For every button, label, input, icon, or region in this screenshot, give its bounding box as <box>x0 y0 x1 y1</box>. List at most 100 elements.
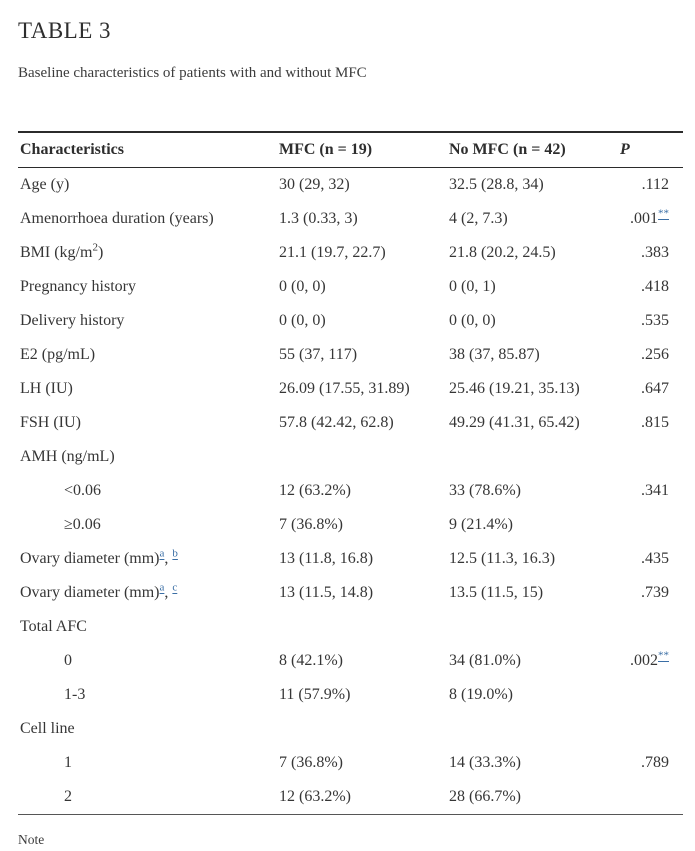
text-run: Amenorrhoea duration (years) <box>20 210 214 227</box>
characteristic-cell: Ovary diameter (mm)a, c <box>18 576 277 610</box>
no-mfc-value-cell: 25.46 (19.21, 35.13) <box>447 372 618 406</box>
text-run: 12 (63.2%) <box>279 788 351 805</box>
text-run: 26.09 (17.55, 31.89) <box>279 380 410 397</box>
text-run: 0 (0, 0) <box>279 278 326 295</box>
footnote-link[interactable]: a <box>159 547 165 560</box>
p-value-cell: .112 <box>618 168 683 203</box>
table-row: Age (y) 30 (29, 32) 32.5 (28.8, 34) .112 <box>18 168 683 203</box>
text-run: 1.3 (0.33, 3) <box>279 210 358 227</box>
text-run: .341 <box>641 482 669 499</box>
table-row: E2 (pg/mL) 55 (37, 117) 38 (37, 85.87) .256 <box>18 338 683 372</box>
table-title: TABLE 3 <box>18 18 112 43</box>
mfc-value-cell: 13 (11.8, 16.8) <box>277 542 447 576</box>
table-row: Total AFC <box>18 610 683 644</box>
characteristic-cell: 2 <box>18 780 277 815</box>
text-run: 13.5 (11.5, 15) <box>449 584 544 601</box>
no-mfc-value-cell: 32.5 (28.8, 34) <box>447 168 618 203</box>
table-row: 2 12 (63.2%) 28 (66.7%) <box>18 780 683 815</box>
mfc-value-cell <box>277 610 447 644</box>
p-value-cell: .383 <box>618 236 683 270</box>
text-run: Total AFC <box>20 618 87 635</box>
p-value-cell: .256 <box>618 338 683 372</box>
text-run: 12.5 (11.3, 16.3) <box>449 550 556 567</box>
text-run: Ovary diameter (mm) <box>20 584 160 601</box>
no-mfc-value-cell: 4 (2, 7.3) <box>447 202 618 236</box>
table-row: Ovary diameter (mm)a, c 13 (11.5, 14.8) 13… <box>18 576 683 610</box>
footnote-link[interactable]: b <box>172 547 178 560</box>
text-run: BMI (kg/m <box>20 244 93 261</box>
mfc-value-cell: 1.3 (0.33, 3) <box>277 202 447 236</box>
text-run: Pregnancy history <box>20 278 136 295</box>
mfc-value-cell: 12 (63.2%) <box>277 474 447 508</box>
text-run: ≥0.06 <box>64 516 101 533</box>
no-mfc-value-cell: 0 (0, 1) <box>447 270 618 304</box>
text-run: 0 (0, 0) <box>449 312 496 329</box>
text-run: 13 (11.8, 16.8) <box>279 550 374 567</box>
p-value-cell: .341 <box>618 474 683 508</box>
footnote-link[interactable]: a <box>159 581 165 594</box>
text-run: 11 (57.9%) <box>279 686 351 703</box>
text-run: 33 (78.6%) <box>449 482 521 499</box>
text-run: .435 <box>641 550 669 567</box>
p-value-cell <box>618 780 683 815</box>
p-value-cell: .435 <box>618 542 683 576</box>
characteristic-cell: FSH (IU) <box>18 406 277 440</box>
text-run: .815 <box>641 414 669 431</box>
text-run: Age (y) <box>20 176 70 193</box>
superscript-text: 2 <box>92 241 98 254</box>
characteristic-cell: LH (IU) <box>18 372 277 406</box>
table-row: <0.06 12 (63.2%) 33 (78.6%) .341 <box>18 474 683 508</box>
text-run: .647 <box>641 380 669 397</box>
text-run: LH (IU) <box>20 380 73 397</box>
mfc-value-cell: 12 (63.2%) <box>277 780 447 815</box>
no-mfc-value-cell <box>447 712 618 746</box>
text-run: .001 <box>630 210 658 227</box>
text-run: 8 (42.1%) <box>279 652 343 669</box>
mfc-value-cell: 0 (0, 0) <box>277 304 447 338</box>
footnote-link[interactable]: ** <box>658 207 669 220</box>
text-run: 21.1 (19.7, 22.7) <box>279 244 386 261</box>
table-row: AMH (ng/mL) <box>18 440 683 474</box>
mfc-value-cell: 55 (37, 117) <box>277 338 447 372</box>
text-run: 55 (37, 117) <box>279 346 358 363</box>
characteristic-cell: 1-3 <box>18 678 277 712</box>
text-run: 7 (36.8%) <box>279 516 343 533</box>
characteristic-cell: Age (y) <box>18 168 277 203</box>
p-value-cell: .815 <box>618 406 683 440</box>
text-run: 4 (2, 7.3) <box>449 210 508 227</box>
mfc-value-cell: 57.8 (42.42, 62.8) <box>277 406 447 440</box>
p-value-cell <box>618 678 683 712</box>
p-value-cell: .789 <box>618 746 683 780</box>
no-mfc-value-cell: 14 (33.3%) <box>447 746 618 780</box>
text-run: 32.5 (28.8, 34) <box>449 176 544 193</box>
text-run: 30 (29, 32) <box>279 176 350 193</box>
text-run: 2 <box>64 788 72 805</box>
table-row: Cell line <box>18 712 683 746</box>
text-run: 49.29 (41.31, 65.42) <box>449 414 580 431</box>
text-run: E2 (pg/mL) <box>20 346 96 363</box>
footnote-link[interactable]: ** <box>658 649 669 662</box>
p-value-cell <box>618 440 683 474</box>
text-run: .789 <box>641 754 669 771</box>
text-run: 0 (0, 1) <box>449 278 496 295</box>
text-run: .739 <box>641 584 669 601</box>
table-row: 0 8 (42.1%) 34 (81.0%) .002** <box>18 644 683 678</box>
table-row: Ovary diameter (mm)a, b 13 (11.8, 16.8) 12… <box>18 542 683 576</box>
characteristic-cell: Ovary diameter (mm)a, b <box>18 542 277 576</box>
table-row: 1 7 (36.8%) 14 (33.3%) .789 <box>18 746 683 780</box>
table-row: FSH (IU) 57.8 (42.42, 62.8) 49.29 (41.31, … <box>18 406 683 440</box>
p-value-cell <box>618 610 683 644</box>
text-run: 25.46 (19.21, 35.13) <box>449 380 580 397</box>
mfc-value-cell: 7 (36.8%) <box>277 508 447 542</box>
footnote-link[interactable]: c <box>172 581 178 594</box>
mfc-value-cell: 30 (29, 32) <box>277 168 447 203</box>
mfc-value-cell: 11 (57.9%) <box>277 678 447 712</box>
text-run: Delivery history <box>20 312 125 329</box>
text-run: .256 <box>641 346 669 363</box>
no-mfc-value-cell: 38 (37, 85.87) <box>447 338 618 372</box>
characteristic-cell: ≥0.06 <box>18 508 277 542</box>
text-run: 1-3 <box>64 686 86 703</box>
no-mfc-value-cell: 12.5 (11.3, 16.3) <box>447 542 618 576</box>
no-mfc-value-cell: 8 (19.0%) <box>447 678 618 712</box>
